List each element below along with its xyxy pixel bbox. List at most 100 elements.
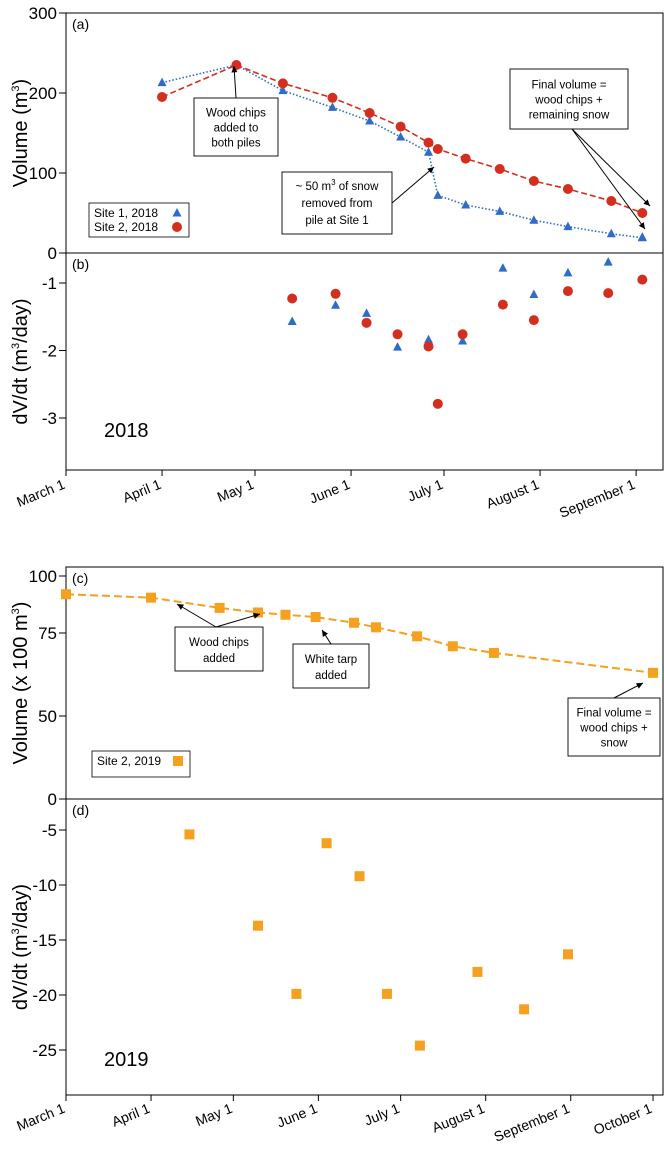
arrow-head <box>636 683 643 689</box>
y-axis-title: dV/dt (m3/day) <box>10 884 32 1010</box>
annotation-text: pile at Site 1 <box>305 215 368 227</box>
annotation-text: snow <box>601 738 629 750</box>
annotation-box <box>567 697 661 757</box>
data-point-square <box>519 1004 530 1015</box>
data-point-circle <box>606 196 617 206</box>
annotation-arrow <box>571 128 646 230</box>
data-point-circle <box>432 398 443 409</box>
y-tick-label: -10 <box>32 876 57 895</box>
annotation-box <box>193 97 279 157</box>
annotation-text: remaining snow <box>529 110 610 122</box>
x-tick-label: August 1 <box>484 476 541 512</box>
panel-c: 0 50 75 100 (c) Volume (x 100 m3) Site 2, 2019… <box>10 566 664 809</box>
annotation-arrow <box>215 613 261 628</box>
data-point-triangle <box>396 132 406 141</box>
data-point-circle <box>277 78 288 89</box>
data-point-square <box>253 920 264 931</box>
y-tick-label: -25 <box>32 1041 57 1060</box>
legend-box <box>88 202 190 238</box>
data-point-triangle <box>362 308 372 317</box>
y-tick-label: 75 <box>38 624 57 643</box>
data-point-circle <box>157 92 168 102</box>
y-tick-label: 50 <box>38 707 57 726</box>
arrow-head <box>231 66 238 73</box>
y-tick-label: 0 <box>48 244 57 263</box>
data-point-circle <box>327 92 338 103</box>
data-point-triangle <box>637 232 647 241</box>
arrow-head <box>177 604 184 610</box>
y-tick-label: -20 <box>32 986 57 1005</box>
data-point-square <box>381 988 392 999</box>
x-tick-label: May 1 <box>193 1100 235 1129</box>
data-point-triangle <box>606 228 616 238</box>
data-point-circle <box>457 329 468 340</box>
data-point-square <box>310 612 321 623</box>
data-point-circle <box>432 144 443 154</box>
x-tick-label: April 1 <box>120 476 163 506</box>
arrow-head <box>427 167 434 174</box>
data-point-circle <box>330 288 341 299</box>
panel-label: (b) <box>72 256 89 272</box>
annotation-text: Wood chips <box>206 108 266 120</box>
annotation-text: wood chips + <box>579 723 648 735</box>
data-point-square <box>173 756 183 766</box>
data-point-circle <box>562 286 573 297</box>
panel-label: (c) <box>72 570 88 586</box>
data-point-circle <box>497 299 508 310</box>
data-point-triangle <box>172 208 182 217</box>
x-tick-label: July 1 <box>405 476 445 505</box>
annotation-text: removed from <box>302 198 373 210</box>
data-point-triangle <box>603 257 613 266</box>
data-point-square <box>472 966 483 977</box>
data-point-circle <box>364 108 375 118</box>
annotation-text: wood chips + <box>534 95 603 107</box>
x-tick-label: March 1 <box>14 476 67 510</box>
data-point-triangle <box>433 190 443 199</box>
x-tick-label: October 1 <box>591 1100 654 1138</box>
data-point-square <box>488 647 499 658</box>
data-point-triangle <box>529 289 539 298</box>
data-point-square <box>214 602 225 613</box>
data-point-square <box>412 631 423 642</box>
annotation-box <box>174 626 264 672</box>
annotation-text: Final volume = <box>576 708 651 720</box>
data-point-circle <box>637 274 648 285</box>
panel-d: -25 -20 -15 -10 -5 (d) dV/dt (m3/day) March 1 Ap… <box>10 798 664 1145</box>
y-tick-label: -1 <box>42 274 57 293</box>
data-point-circle <box>172 222 182 232</box>
annotation-arrow <box>176 603 217 628</box>
panel-label: (a) <box>72 16 89 32</box>
y-tick-label: 100 <box>29 164 57 183</box>
data-point-triangle <box>461 200 471 209</box>
data-point-circle <box>603 288 614 299</box>
arrow-head <box>643 199 650 206</box>
data-point-triangle <box>424 334 434 344</box>
data-point-square <box>370 622 381 633</box>
data-point-circle <box>392 329 403 340</box>
data-point-circle <box>528 315 539 326</box>
annotation-arrow <box>571 128 651 207</box>
data-point-triangle <box>563 221 573 231</box>
plot-frame <box>65 798 664 1096</box>
data-point-triangle <box>424 147 434 156</box>
data-point-square <box>291 988 302 999</box>
x-tick-label: May 1 <box>215 476 257 505</box>
y-tick-label: -3 <box>42 409 57 428</box>
y-tick-label: -15 <box>32 931 57 950</box>
data-point-square <box>184 829 195 840</box>
data-point-circle <box>361 317 372 328</box>
data-point-circle <box>562 184 573 194</box>
legend-label: Site 2, 2018 <box>94 220 158 234</box>
x-tick-label: July 1 <box>362 1100 402 1129</box>
x-tick-label: September 1 <box>557 476 638 521</box>
data-point-square <box>146 592 157 603</box>
y-tick-label: 200 <box>29 84 57 103</box>
y-tick-label: -5 <box>42 821 57 840</box>
legend-label: Site 1, 2018 <box>94 206 158 220</box>
data-point-triangle <box>287 316 297 325</box>
data-point-square <box>562 949 573 960</box>
y-tick-label: 100 <box>29 567 57 586</box>
annotation-text: White tarp <box>305 654 357 666</box>
y-axis-title: Volume (m3) <box>10 79 32 187</box>
